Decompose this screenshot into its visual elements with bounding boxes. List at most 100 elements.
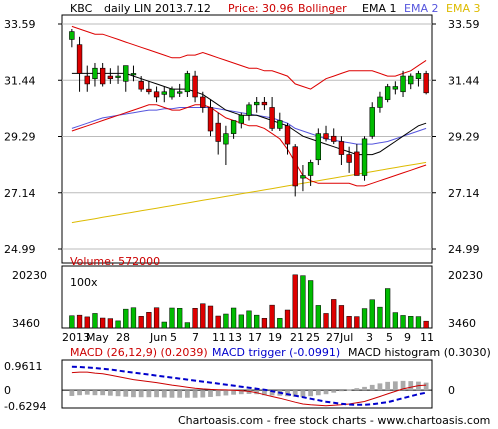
volume-bar xyxy=(323,313,329,329)
candle-body xyxy=(207,107,214,132)
macd-histogram-bar xyxy=(169,390,175,398)
price-ytick-right: 27.14 xyxy=(448,187,480,200)
price-ytick-left: 24.99 xyxy=(4,243,36,256)
header-bollinger: Bollinger xyxy=(298,2,347,15)
volume-bar xyxy=(76,314,83,329)
candle-body xyxy=(92,67,98,79)
x-tick-label: 5 xyxy=(170,331,177,344)
volume-bar xyxy=(369,299,375,329)
candle-body xyxy=(423,73,429,94)
volume-bar xyxy=(338,305,345,329)
candle-body xyxy=(76,44,83,74)
candle-body xyxy=(153,91,160,98)
volume-bar xyxy=(184,322,191,329)
x-tick-label: 5 xyxy=(386,331,393,344)
volume-bar xyxy=(423,320,429,329)
x-tick-label: 9 xyxy=(404,331,411,344)
volume-bar xyxy=(300,275,306,329)
candle-body xyxy=(176,91,183,94)
volume-bars xyxy=(69,274,429,329)
candle-body xyxy=(300,175,306,179)
volume-bar xyxy=(346,316,352,329)
candle-body xyxy=(384,86,391,100)
price-ytick-left: 33.59 xyxy=(4,18,36,31)
x-tick-label: 11 xyxy=(420,331,434,344)
candle-body xyxy=(269,107,275,129)
volume-bar xyxy=(207,305,214,329)
volume-bar xyxy=(254,314,260,329)
header-symbol: KBC xyxy=(70,2,93,15)
volume-bar xyxy=(315,305,321,329)
volume-bar xyxy=(415,316,422,329)
macd-panel-frame xyxy=(61,359,433,409)
macd-histogram-bar xyxy=(262,390,267,396)
macd-ytick-left: 0.9611 xyxy=(4,360,43,373)
volume-bar xyxy=(84,316,90,329)
x-tick-label: 21 xyxy=(290,331,304,344)
volume-bar xyxy=(246,310,252,329)
macd-histogram-bar xyxy=(92,390,98,396)
x-tick-label: 17 xyxy=(248,331,262,344)
candle-body xyxy=(84,75,90,85)
macd-histogram-bar xyxy=(100,390,106,396)
macd-histogram-bar xyxy=(269,390,275,396)
macd-histogram-bar xyxy=(161,390,167,398)
macd-histogram-bar xyxy=(69,390,75,396)
macd-histogram-bar xyxy=(408,381,414,391)
macd-histogram-bar xyxy=(77,390,82,396)
candle-body xyxy=(192,75,198,98)
macd-ytick-left: -0.6294 xyxy=(4,400,46,413)
macd-histogram-bar xyxy=(84,390,90,395)
macd-histogram-bar xyxy=(369,384,375,391)
candle-body xyxy=(369,107,375,137)
macd-trigger-label: MACD trigger (-0.0991) xyxy=(212,346,340,359)
macd-histogram-bar xyxy=(215,390,221,397)
candle-body xyxy=(130,73,137,76)
macd-histogram-bar xyxy=(354,388,360,391)
volume-bar xyxy=(292,274,298,329)
macd-trigger-line xyxy=(71,365,427,406)
volume-bar xyxy=(408,316,414,329)
x-tick-label: 7 xyxy=(192,331,199,344)
macd-histogram-bar xyxy=(192,390,198,398)
volume-bar xyxy=(200,303,206,329)
candle-body xyxy=(138,80,144,90)
macd-histogram-bar xyxy=(323,390,329,395)
macd-histogram-bar xyxy=(154,390,159,398)
macd-histogram-bar xyxy=(131,390,136,398)
x-tick-label: May xyxy=(86,331,109,344)
volume-bar xyxy=(177,308,183,329)
price-candles xyxy=(69,28,429,197)
macd-histogram-bar xyxy=(123,390,129,397)
volume-bar xyxy=(130,307,137,329)
macd-line xyxy=(71,371,427,407)
x-tick-label: Jul xyxy=(339,331,353,344)
candle-body xyxy=(323,133,329,140)
volume-bar xyxy=(385,288,391,329)
price-ytick-right: 31.44 xyxy=(448,74,480,87)
price-panel-frame xyxy=(61,14,433,264)
price-ytick-left: 31.44 xyxy=(4,74,36,87)
volume-bar xyxy=(169,307,175,329)
bollinger-upper-line xyxy=(71,25,427,90)
candle-body xyxy=(284,125,291,145)
macd-histogram-label: MACD histogram (0.3030) xyxy=(348,346,491,359)
volume-bar xyxy=(269,304,275,329)
price-ytick-left: 29.29 xyxy=(4,131,36,144)
macd-histogram-bar xyxy=(423,382,429,391)
x-tick-label: Jun xyxy=(149,331,167,344)
footer-credit: Chartoasis.com - free stock charts - www… xyxy=(178,414,490,427)
candle-body xyxy=(107,75,114,79)
volume-bar xyxy=(215,315,221,329)
x-tick-label: 27 xyxy=(326,331,340,344)
candle-body xyxy=(161,91,167,95)
candle-body xyxy=(338,141,345,155)
volume-bar xyxy=(261,318,268,329)
header-ema2: EMA 2 xyxy=(404,2,438,15)
volume-bar xyxy=(223,313,229,329)
candle-body xyxy=(307,162,314,176)
macd-histogram-bar xyxy=(200,390,206,398)
volume-bar xyxy=(192,308,198,329)
